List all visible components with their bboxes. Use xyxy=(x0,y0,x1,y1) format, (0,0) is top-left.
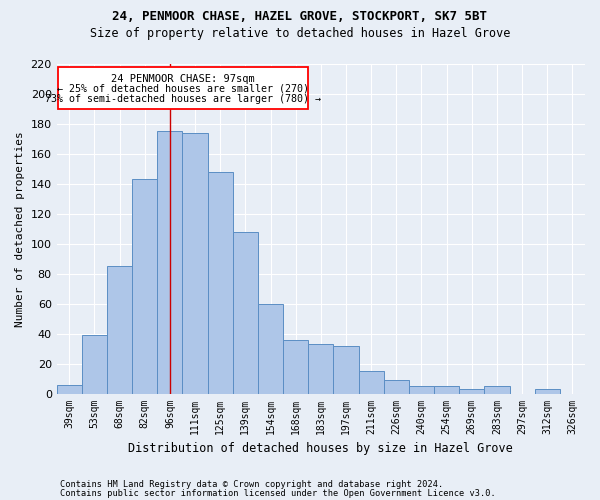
Bar xyxy=(484,386,509,394)
Text: Size of property relative to detached houses in Hazel Grove: Size of property relative to detached ho… xyxy=(90,28,510,40)
Text: Contains public sector information licensed under the Open Government Licence v3: Contains public sector information licen… xyxy=(60,488,496,498)
Bar xyxy=(384,380,409,394)
Text: Contains HM Land Registry data © Crown copyright and database right 2024.: Contains HM Land Registry data © Crown c… xyxy=(60,480,443,489)
Bar xyxy=(208,172,233,394)
Text: 24 PENMOOR CHASE: 97sqm: 24 PENMOOR CHASE: 97sqm xyxy=(111,74,255,85)
Bar xyxy=(258,304,283,394)
Bar xyxy=(459,389,484,394)
Text: ← 25% of detached houses are smaller (270): ← 25% of detached houses are smaller (27… xyxy=(57,84,309,94)
Y-axis label: Number of detached properties: Number of detached properties xyxy=(15,131,25,326)
X-axis label: Distribution of detached houses by size in Hazel Grove: Distribution of detached houses by size … xyxy=(128,442,513,455)
Bar xyxy=(308,344,334,394)
Bar xyxy=(535,389,560,394)
Bar xyxy=(56,384,82,394)
Bar xyxy=(359,371,384,394)
Bar xyxy=(58,67,308,109)
Bar xyxy=(107,266,132,394)
Bar xyxy=(334,346,359,394)
Bar xyxy=(233,232,258,394)
Bar xyxy=(434,386,459,394)
Bar xyxy=(132,180,157,394)
Bar xyxy=(82,335,107,394)
Text: 24, PENMOOR CHASE, HAZEL GROVE, STOCKPORT, SK7 5BT: 24, PENMOOR CHASE, HAZEL GROVE, STOCKPOR… xyxy=(113,10,487,23)
Bar xyxy=(157,132,182,394)
Text: 73% of semi-detached houses are larger (780) →: 73% of semi-detached houses are larger (… xyxy=(45,94,321,104)
Bar xyxy=(182,133,208,394)
Bar xyxy=(409,386,434,394)
Bar xyxy=(283,340,308,394)
